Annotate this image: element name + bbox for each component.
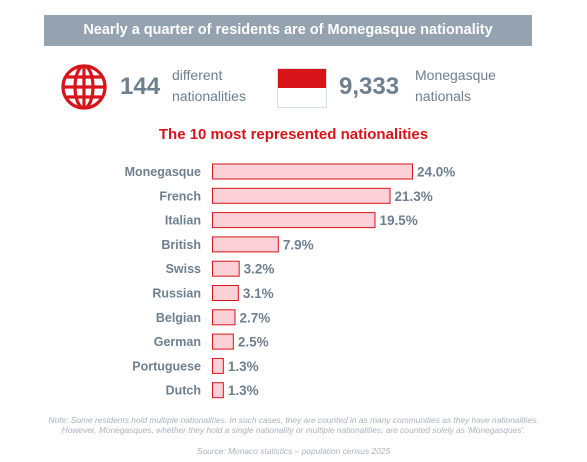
bar: [212, 285, 239, 301]
bar: [212, 163, 413, 180]
source-note: Source: Monaco statistics – population c…: [196, 446, 391, 456]
nationalities-count: 144: [120, 73, 161, 100]
header-title: Nearly a quarter of residents are of Mon…: [44, 15, 532, 46]
value-label: 3.2%: [244, 262, 275, 277]
monegasque-label-line1: Monegasque: [415, 67, 496, 83]
category-label: British: [161, 238, 201, 252]
category-label: Italian: [165, 214, 201, 228]
bar-chart: Monegasque 24.0% French 21.3% Italian 19.5% Br…: [125, 163, 455, 399]
category-label: Swiss: [166, 262, 201, 276]
value-label: 2.5%: [238, 335, 269, 350]
category-label: Dutch: [166, 384, 201, 398]
bar: [212, 309, 236, 326]
bar: [212, 212, 376, 229]
value-label: 3.1%: [243, 286, 274, 301]
globe-icon: [61, 64, 107, 110]
bar: [212, 382, 224, 399]
monegasque-label-line2: nationals: [415, 88, 472, 104]
bar: [212, 236, 279, 253]
chart-title: The 10 most represented nationalities: [158, 126, 429, 143]
value-label: 2.7%: [240, 310, 271, 325]
monaco-flag-icon: [277, 68, 327, 108]
value-label: 19.5%: [380, 213, 418, 228]
category-label: Belgian: [156, 311, 201, 325]
category-label: French: [159, 189, 201, 203]
value-label: 21.3%: [395, 189, 433, 204]
bar: [212, 260, 240, 277]
category-label: German: [154, 335, 201, 349]
nationalities-label-line1: different: [172, 67, 223, 83]
value-label: 24.0%: [417, 165, 455, 180]
category-label: Russian: [152, 287, 201, 301]
value-label: 7.9%: [283, 237, 314, 252]
footnote: Note: Some residents hold multiple natio…: [48, 415, 539, 435]
value-label: 1.3%: [228, 359, 259, 374]
nationalities-label-line2: nationalities: [172, 88, 246, 104]
value-label: 1.3%: [228, 383, 259, 398]
monegasque-count: 9,333: [339, 73, 400, 100]
bar: [212, 333, 234, 350]
category-label: Monegasque: [125, 165, 201, 179]
bar: [212, 187, 391, 204]
category-label: Portuguese: [132, 359, 201, 373]
bar: [212, 357, 224, 374]
